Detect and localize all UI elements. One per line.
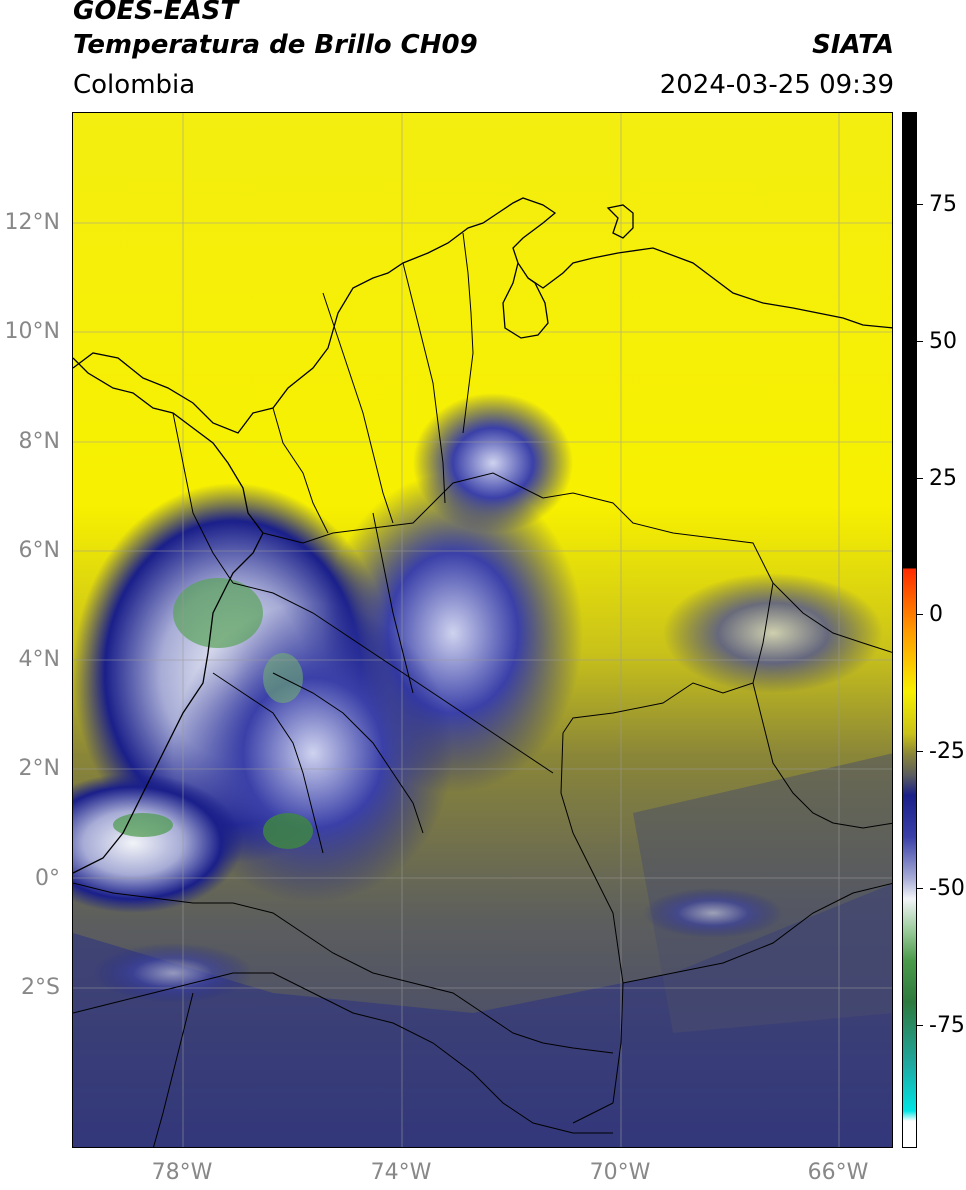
lat-label-6n: 6°N [18, 538, 60, 563]
colorbar-tick-minus75 [917, 1025, 923, 1026]
lat-label-0: 0° [35, 866, 60, 891]
region-label: Colombia [73, 70, 196, 100]
colorbar-tick-25 [917, 478, 923, 479]
satellite-map[interactable] [72, 112, 893, 1148]
colorbar-label-minus50: -50 [929, 876, 965, 901]
colorbar [902, 112, 917, 1148]
colorbar-tick-minus50 [917, 888, 923, 889]
lat-label-10n: 10°N [4, 319, 60, 344]
lat-label-12n: 12°N [4, 210, 60, 235]
lon-label-70w: 70°W [589, 1160, 651, 1185]
lat-label-8n: 8°N [18, 429, 60, 454]
lon-label-66w: 66°W [807, 1160, 869, 1185]
colorbar-label-0: 0 [929, 602, 943, 627]
colorbar-tick-50 [917, 341, 923, 342]
lon-label-78w: 78°W [151, 1160, 213, 1185]
colorbar-label-minus75: -75 [929, 1013, 965, 1038]
agency-label: SIATA [812, 30, 894, 60]
colorbar-label-25: 25 [929, 466, 957, 491]
satellite-title: GOES-EAST [73, 0, 239, 26]
colorbar-label-50: 50 [929, 329, 957, 354]
product-title: Temperatura de Brillo CH09 [73, 30, 478, 60]
colorbar-tick-0 [917, 614, 923, 615]
colorbar-tick-minus25 [917, 751, 923, 752]
lat-label-4n: 4°N [18, 647, 60, 672]
colorbar-label-75: 75 [929, 192, 957, 217]
colorbar-tick-75 [917, 204, 923, 205]
colorbar-label-minus25: -25 [929, 739, 965, 764]
lat-label-2s: 2°S [21, 975, 60, 1000]
lon-label-74w: 74°W [370, 1160, 432, 1185]
lat-label-2n: 2°N [18, 756, 60, 781]
datetime-label: 2024-03-25 09:39 [659, 70, 894, 100]
